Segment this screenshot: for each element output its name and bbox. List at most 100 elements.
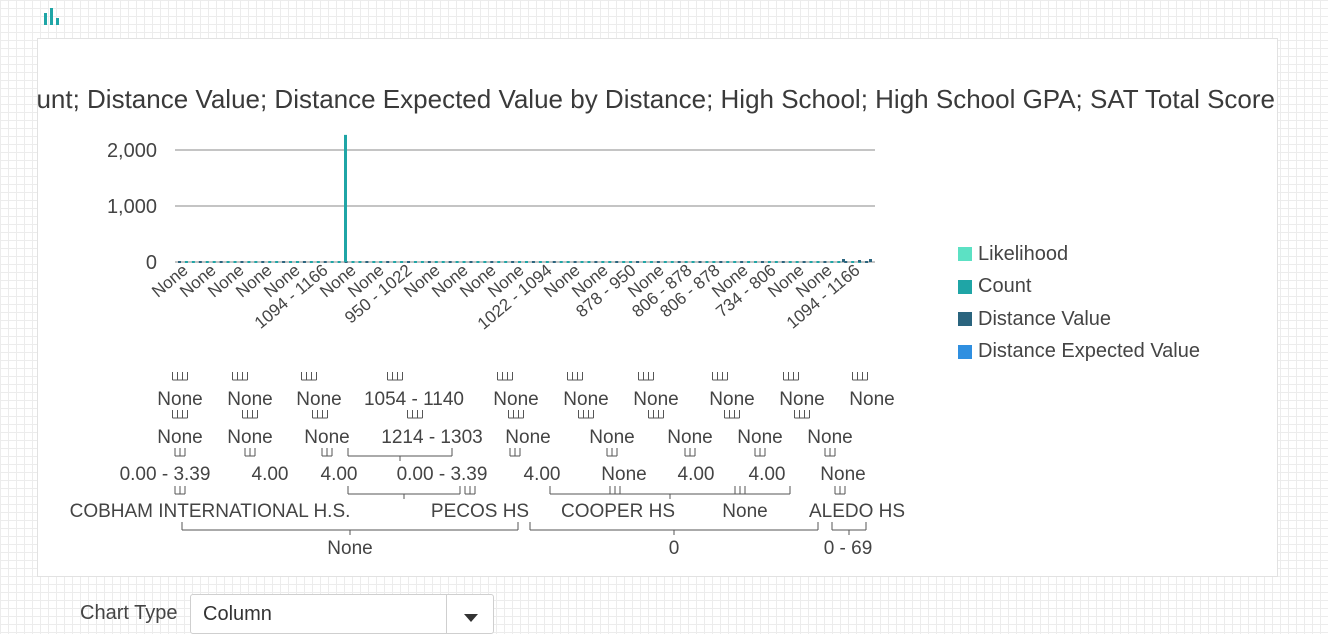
hierarchy-label-level1: None [493,389,538,410]
hierarchy-label-level3: 4.00 [252,464,289,485]
hierarchy-label-level3: 4.00 [678,464,715,485]
data-bar [351,261,355,263]
chart-title: Likelihood; Count; Distance Value; Dista… [37,84,1275,114]
legend-item[interactable]: Distance Expected Value [958,336,1200,369]
y-tick-label: 0 [146,252,157,274]
data-bar [705,261,709,263]
hierarchy-label-level2: None [589,427,634,448]
data-bar [386,261,390,263]
data-bar [302,261,306,263]
data-bar [275,261,279,263]
data-bar [407,261,411,263]
hierarchy-label-level3: 4.00 [524,464,561,485]
legend-item[interactable]: Count [958,271,1200,304]
data-bar [649,261,653,263]
data-bar [323,261,327,263]
data-bar [608,261,612,263]
data-bar [774,261,778,263]
data-bar [441,261,445,263]
data-bar [525,261,528,263]
data-bar [677,261,681,263]
data-bar [511,261,515,263]
data-bar [469,261,473,263]
legend-item[interactable]: Distance Value [958,303,1200,336]
data-bar [240,261,244,263]
data-bar [282,261,286,263]
legend-label: Likelihood [978,242,1069,265]
hierarchy-label-level4: PECOS HS [431,501,529,522]
data-bar [247,261,251,263]
data-bar [518,261,522,263]
hierarchy-label-level1: None [779,389,824,410]
hierarchy-label-level1: 1054 - 1140 [364,389,464,410]
data-bar [601,261,605,263]
data-bar [393,261,397,263]
legend-swatch [958,312,972,327]
data-bar [795,261,799,263]
data-bar [559,261,563,263]
data-bar [372,261,376,263]
data-bar [837,261,841,263]
data-bar [809,261,813,263]
data-bar [781,261,785,263]
chart-card [37,38,1278,577]
data-bar [337,261,341,263]
data-bar [767,261,771,263]
data-bar [733,261,737,263]
data-bar [747,261,751,263]
data-bar [483,261,487,263]
data-bar [802,261,806,263]
data-bar [615,261,619,263]
hierarchy-label-level3: None [601,464,646,485]
y-tick-label: 1,000 [107,196,157,218]
data-bar [865,261,869,263]
data-bar [400,261,404,263]
data-bar [869,259,872,262]
data-bar [566,261,570,263]
chart-type-select[interactable]: Column [190,594,494,634]
hierarchy-label-level3: 4.00 [749,464,786,485]
data-bar [622,261,626,263]
hierarchy-label-level4: ALEDO HS [809,501,905,522]
chevron-down-icon[interactable] [446,595,493,633]
hierarchy-label-level1: None [709,389,754,410]
legend-label: Count [978,275,1032,298]
data-bar [497,261,501,263]
data-bar [379,261,383,263]
hierarchy-label-level4: None [722,501,767,522]
data-bar [587,261,591,263]
hierarchy-label-level1: None [563,389,608,410]
data-bar [531,261,535,263]
legend-item[interactable]: Likelihood [958,238,1200,271]
data-bar [580,261,584,263]
chart-app-icon [44,8,59,25]
data-bar [309,261,313,263]
data-bar [434,261,438,263]
data-bar [490,261,494,263]
hierarchy-label-level2: 1214 - 1303 [381,427,482,448]
data-bar [760,261,764,263]
data-bar [198,261,202,263]
data-bar [365,261,369,263]
data-bar [726,261,730,263]
hierarchy-label-level1: None [157,389,202,410]
hierarchy-label-level2: None [304,427,349,448]
data-bar [844,261,848,263]
data-bar [462,261,466,263]
data-bar [420,261,424,263]
data-bar [427,261,431,263]
data-bar [268,261,272,263]
count-spike-bar [344,134,347,262]
data-bar [754,261,758,263]
legend-swatch [958,344,972,359]
data-bar [830,261,834,263]
data-bar [233,261,237,263]
data-bar [719,261,723,263]
hierarchy-label-level1: None [296,389,341,410]
data-bar [691,261,695,263]
data-bar [330,261,334,263]
data-bar [573,261,577,263]
hierarchy-label-level2: None [505,427,550,448]
hierarchy-label-level5: 0 [669,538,680,559]
data-bar [823,261,827,263]
